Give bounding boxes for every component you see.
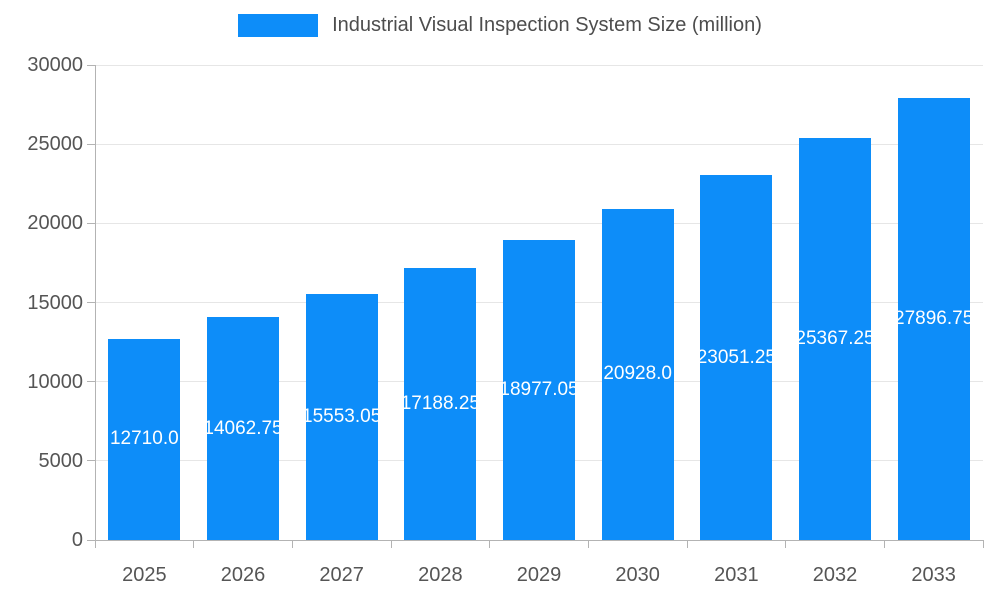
y-axis-tick-mark <box>87 222 95 224</box>
x-axis-tick-mark <box>390 540 392 548</box>
x-axis-tick-mark <box>982 540 984 548</box>
x-axis-tick-label: 2026 <box>220 564 266 586</box>
bar-value-label: 12710.0 <box>109 428 179 450</box>
bar[interactable]: 15553.05 <box>305 293 378 540</box>
legend-label: Industrial Visual Inspection System Size… <box>332 14 762 36</box>
y-axis-tick-mark <box>87 302 95 303</box>
bar[interactable]: 25367.25 <box>799 138 871 540</box>
x-axis-tick-mark <box>587 540 589 548</box>
x-axis-tick-mark <box>94 540 96 548</box>
grid-line <box>95 64 983 66</box>
x-axis-tick-mark <box>489 540 491 548</box>
bar-value-label: 23051.25 <box>700 346 773 368</box>
chart-legend[interactable]: Industrial Visual Inspection System Size… <box>0 14 1000 37</box>
grid-line <box>95 222 983 224</box>
y-axis-tick-mark <box>87 460 95 462</box>
bar-value-label: 14062.75 <box>207 417 279 439</box>
bar-value-label: 15553.05 <box>305 405 378 427</box>
x-axis-tick-mark <box>883 540 885 548</box>
x-axis-tick-label: 2028 <box>418 564 463 586</box>
bar[interactable]: 23051.25 <box>700 175 773 540</box>
x-axis-tick-mark <box>291 540 293 548</box>
x-axis-tick-mark <box>785 540 787 548</box>
x-axis-tick-label: 2025 <box>122 564 167 586</box>
bar-value-label: 27896.75 <box>897 308 970 330</box>
y-axis-tick-mark <box>87 381 95 383</box>
y-axis-tick-label: 30000 <box>27 54 83 76</box>
x-axis-tick-mark <box>686 540 688 548</box>
y-axis-tick-label: 15000 <box>27 291 83 314</box>
y-axis-tick-label: 20000 <box>27 212 83 235</box>
bar-value-label: 25367.25 <box>799 328 871 350</box>
bar[interactable]: 17188.25 <box>404 267 477 540</box>
bar[interactable]: 27896.75 <box>897 98 970 540</box>
x-axis-tick-label: 2031 <box>714 564 759 586</box>
bar-value-label: 17188.25 <box>404 392 477 414</box>
y-axis-tick-label: 10000 <box>27 370 83 393</box>
y-axis-tick-label: 5000 <box>38 449 84 472</box>
x-axis-tick-mark <box>193 540 195 548</box>
bar-value-label: 20928.0 <box>603 363 672 385</box>
y-axis-tick-label: 0 <box>71 529 83 551</box>
x-axis-tick-label: 2030 <box>615 564 660 586</box>
y-axis-tick-mark <box>87 64 95 66</box>
legend-swatch[interactable] <box>238 14 319 37</box>
y-axis-tick-mark <box>87 539 95 541</box>
x-axis-tick-label: 2032 <box>812 564 858 586</box>
y-axis-tick-mark <box>87 143 95 145</box>
bar[interactable]: 18977.05 <box>503 239 575 540</box>
x-axis-tick-label: 2027 <box>319 564 364 586</box>
grid-line <box>95 143 983 145</box>
bar[interactable]: 14062.75 <box>207 317 279 540</box>
x-axis-tick-label: 2029 <box>516 564 562 586</box>
bar-value-label: 18977.05 <box>503 378 575 400</box>
bar[interactable]: 20928.0 <box>601 208 674 540</box>
y-axis-line <box>94 65 96 540</box>
x-axis-line <box>95 539 983 541</box>
x-axis-tick-label: 2033 <box>911 564 956 586</box>
bar[interactable]: 12710.0 <box>108 338 181 540</box>
y-axis-tick-label: 25000 <box>27 133 83 156</box>
